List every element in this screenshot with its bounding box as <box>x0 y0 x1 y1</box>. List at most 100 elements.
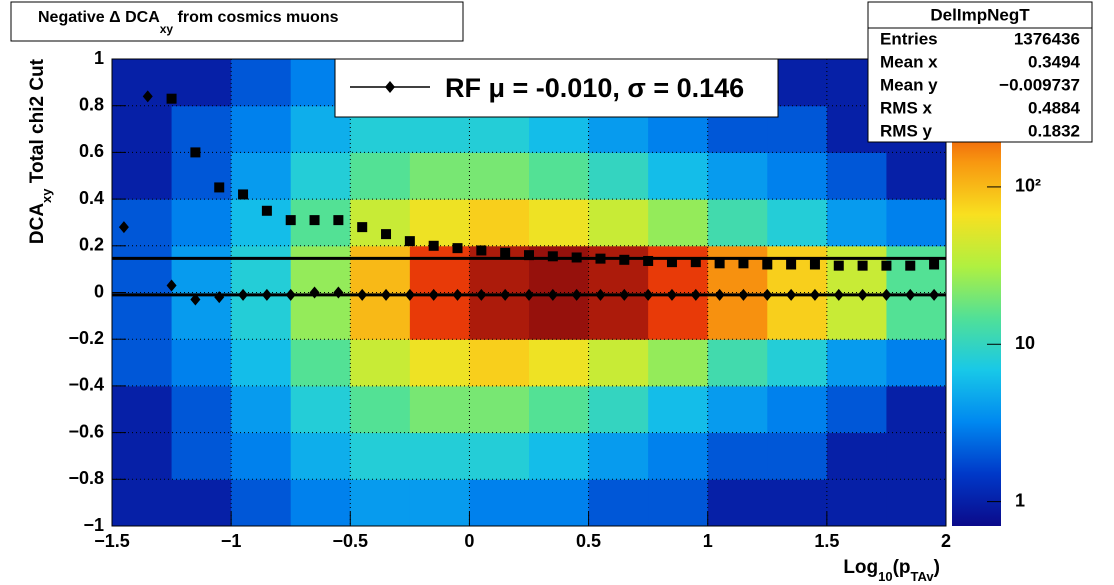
heatmap-cell <box>171 479 232 527</box>
heatmap-cell <box>290 245 351 293</box>
heatmap-cell <box>231 339 292 387</box>
heatmap-cell <box>409 152 470 200</box>
diamond-marker <box>571 288 582 301</box>
heatmap-cell <box>409 385 470 434</box>
diamond-marker <box>833 288 844 301</box>
y-tick-label: 0.2 <box>79 235 104 255</box>
y-tick-label: 0.8 <box>79 94 104 114</box>
stats-label: Mean x <box>880 52 938 71</box>
heatmap-cell <box>231 59 292 107</box>
heatmap-cell <box>886 479 947 527</box>
heatmap-cell <box>409 199 470 247</box>
square-marker <box>309 215 320 226</box>
heatmap-cell <box>588 152 649 200</box>
heatmap-cell <box>112 152 173 200</box>
x-label-part: ) <box>934 557 940 578</box>
diamond-marker <box>333 286 344 299</box>
heatmap-cell <box>886 292 947 340</box>
heatmap-cell <box>707 339 768 387</box>
heatmap-cell <box>469 339 530 387</box>
square-marker <box>929 259 940 270</box>
heatmap-cell <box>648 292 709 340</box>
heatmap-cell <box>350 152 411 200</box>
heatmap-cell <box>529 432 590 480</box>
heatmap-cell <box>648 385 709 434</box>
title-box <box>10 1 464 42</box>
diamond-marker <box>309 286 320 299</box>
heatmap-cell <box>231 199 292 247</box>
square-marker <box>261 205 272 216</box>
square-marker <box>786 259 797 270</box>
stats-value: 0.1832 <box>1028 121 1080 140</box>
heatmap-cell <box>826 199 887 247</box>
heatmap-cell <box>707 432 768 480</box>
square-marker <box>857 260 868 271</box>
legend-box <box>334 58 779 118</box>
square-marker <box>524 250 534 261</box>
square-marker <box>381 229 392 240</box>
heatmap-cell <box>409 292 470 340</box>
y-tick-label: 0.6 <box>79 141 104 161</box>
heatmap-cell <box>112 245 173 293</box>
heatmap-cell <box>826 152 887 200</box>
y-tick-label: −0.8 <box>68 468 104 488</box>
square-marker <box>428 240 439 251</box>
heatmap-cell <box>290 479 351 527</box>
diamond-marker <box>881 288 892 301</box>
diamond-marker <box>595 288 606 301</box>
z-tick-label: 10 <box>1015 333 1035 353</box>
square-marker <box>762 259 773 270</box>
heatmap-cell <box>767 152 828 200</box>
heatmap-cell <box>112 339 173 387</box>
heatmap-cell <box>469 199 530 247</box>
heatmap-cell <box>529 152 590 200</box>
heatmap-cell <box>409 432 470 480</box>
square-marker <box>714 258 725 269</box>
diamond-marker <box>357 288 368 301</box>
square-marker <box>285 215 296 226</box>
heatmap-cell <box>469 385 530 434</box>
heatmap-cell <box>469 479 530 527</box>
heatmap-cell <box>350 479 411 527</box>
heatmap-cell <box>767 199 828 247</box>
heatmap-cell <box>171 199 232 247</box>
square-marker <box>738 258 749 269</box>
diamond-marker <box>142 90 153 103</box>
heatmap-cell <box>171 152 232 200</box>
z-tick-label: 1 <box>1015 490 1025 510</box>
x-tick-label: −1 <box>221 531 242 551</box>
heatmap-cell <box>469 152 530 200</box>
diamond-marker <box>690 288 701 301</box>
stats-label: RMS y <box>880 121 933 140</box>
square-marker <box>214 182 225 193</box>
x-tick-label: 2 <box>941 531 951 551</box>
square-marker <box>166 93 177 104</box>
square-marker <box>595 253 606 264</box>
heatmap-cell <box>529 199 590 247</box>
y-tick-label: 0 <box>94 281 104 301</box>
heatmap-cell <box>350 292 411 340</box>
diamond-marker <box>500 288 511 301</box>
heatmap-cell <box>529 479 590 527</box>
heatmap-cell <box>588 245 649 293</box>
heatmap-cell <box>409 339 470 387</box>
heatmap-cell <box>469 292 530 340</box>
diamond-marker <box>762 288 773 301</box>
diamond-marker <box>809 288 820 301</box>
heatmap-cell <box>648 432 709 480</box>
square-marker <box>357 222 368 233</box>
y-tick-label: −0.4 <box>68 375 104 395</box>
heatmap-cell <box>886 339 947 387</box>
heatmap-cell <box>767 479 828 527</box>
heatmap-cell <box>171 292 232 340</box>
square-marker <box>476 245 487 256</box>
stats-value: 0.4884 <box>1028 98 1081 117</box>
heatmap-cell <box>826 292 887 340</box>
square-marker <box>619 254 630 265</box>
heatmap-cell <box>171 339 232 387</box>
legend-label: RF μ = -0.010, σ = 0.146 <box>445 73 744 103</box>
diamond-marker <box>643 288 654 301</box>
heatmap-cell <box>112 105 173 153</box>
heatmap-cell <box>171 432 232 480</box>
heatmap-cell <box>707 385 768 434</box>
